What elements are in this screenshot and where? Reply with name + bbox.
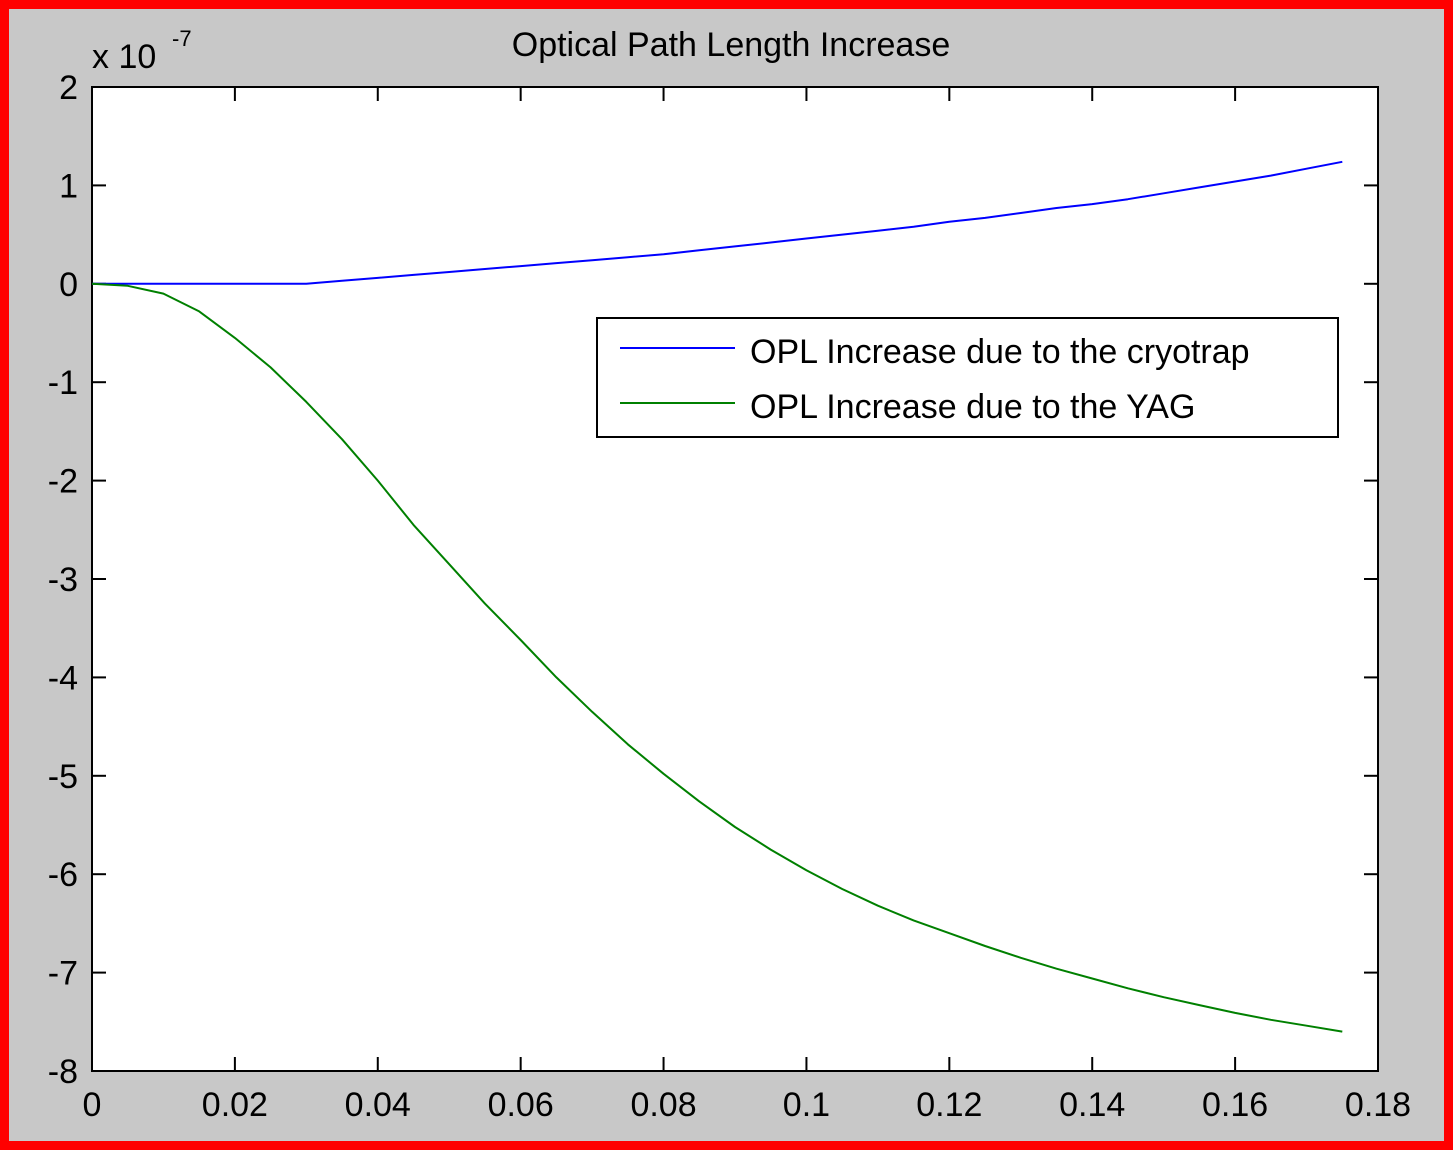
y-axis: 2 1 0 -1 -2 -3 -4 -5 -6 -7 -8 <box>48 69 1378 1091</box>
y-tick-label: -1 <box>48 364 78 402</box>
y-tick-label: -5 <box>48 758 78 796</box>
y-tick-label: -6 <box>48 856 78 894</box>
series-line-cryotrap <box>92 160 1343 285</box>
x-axis: 0 0.02 0.04 0.06 0.08 0.1 0.12 0.14 0.16 0.18 <box>83 87 1411 1124</box>
legend-label-yag: OPL Increase due to the YAG <box>750 388 1195 426</box>
x-tick-label: 0.18 <box>1345 1086 1411 1124</box>
series-line-yag <box>91 282 1343 1033</box>
y-multiplier-base: x 10 <box>92 38 156 76</box>
y-tick-label: -4 <box>48 659 78 697</box>
x-tick-label: 0.16 <box>1202 1086 1268 1124</box>
plot-area <box>91 86 1379 1072</box>
legend-box <box>596 317 1339 438</box>
series-layer <box>91 160 1343 1033</box>
legend-label-cryotrap: OPL Increase due to the cryotrap <box>750 333 1250 371</box>
y-tick-label: -8 <box>48 1053 78 1091</box>
y-axis-multiplier: x 10 -7 <box>92 26 192 76</box>
x-tick-label: 0.1 <box>783 1086 830 1124</box>
legend: OPL Increase due to the cryotrap OPL Inc… <box>596 317 1339 438</box>
y-tick-label: 2 <box>59 69 78 107</box>
y-tick-label: -7 <box>48 955 78 993</box>
x-tick-label: 0.08 <box>630 1086 696 1124</box>
chart-title: Optical Path Length Increase <box>512 26 951 64</box>
x-tick-label: 0 <box>83 1086 102 1124</box>
x-tick-label: 0.12 <box>916 1086 982 1124</box>
x-tick-label: 0.06 <box>488 1086 554 1124</box>
y-tick-label: -2 <box>48 463 78 501</box>
x-tick-label: 0.04 <box>345 1086 411 1124</box>
x-tick-label: 0.02 <box>202 1086 268 1124</box>
y-tick-label: 1 <box>59 167 78 205</box>
x-tick-label: 0.14 <box>1059 1086 1125 1124</box>
y-multiplier-exponent: -7 <box>172 26 192 51</box>
y-tick-label: 0 <box>59 266 78 304</box>
y-tick-label: -3 <box>48 561 78 599</box>
